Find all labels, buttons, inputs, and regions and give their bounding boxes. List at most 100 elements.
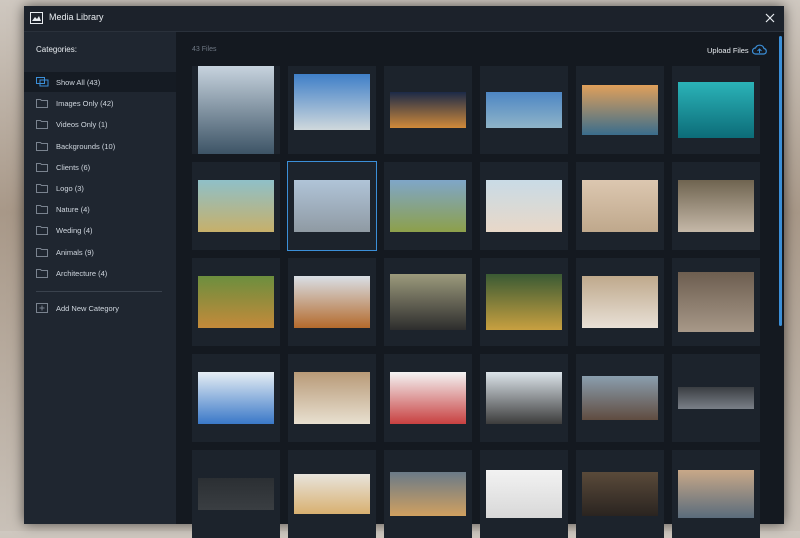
category-item[interactable]: Show All (43) xyxy=(24,72,176,92)
thumbnail xyxy=(294,276,370,328)
thumbnail xyxy=(294,74,370,130)
media-tile[interactable] xyxy=(287,161,377,251)
folder-icon xyxy=(36,205,48,215)
category-label: Nature (4) xyxy=(56,205,90,215)
category-label: Show All (43) xyxy=(56,78,101,87)
add-category-label: Add New Category xyxy=(56,304,119,313)
thumbnail xyxy=(198,372,274,424)
categories-heading: Categories: xyxy=(36,45,77,54)
thumbnail xyxy=(582,85,658,135)
media-tile[interactable] xyxy=(288,258,376,346)
add-category-button[interactable]: Add New Category xyxy=(24,298,176,318)
thumbnail xyxy=(582,276,658,328)
close-button[interactable] xyxy=(765,13,775,23)
scrollbar[interactable] xyxy=(779,36,782,326)
thumbnail xyxy=(198,180,274,232)
thumbnail xyxy=(390,92,466,128)
media-tile[interactable] xyxy=(576,66,664,154)
modal-title: Media Library xyxy=(49,12,104,22)
sidebar: Categories: Show All (43) Images Only (42… xyxy=(24,32,176,524)
thumbnail xyxy=(294,372,370,424)
thumbnail xyxy=(198,276,274,328)
media-tile[interactable] xyxy=(672,258,760,346)
media-library-modal: Media Library Categories: Show All (43) I… xyxy=(24,6,784,538)
category-item[interactable]: Nature (4) xyxy=(24,199,176,219)
media-tile[interactable] xyxy=(672,354,760,442)
category-item[interactable]: Weding (4) xyxy=(24,220,176,240)
thumbnail xyxy=(390,274,466,330)
media-tile[interactable] xyxy=(480,66,568,154)
media-tile[interactable] xyxy=(192,354,280,442)
category-item[interactable]: Clients (6) xyxy=(24,157,176,177)
file-count: 43 Files xyxy=(192,46,217,53)
category-label: Weding (4) xyxy=(56,226,93,236)
thumbnail xyxy=(582,180,658,232)
add-icon xyxy=(36,303,48,313)
media-tile[interactable] xyxy=(384,162,472,250)
upload-icon[interactable] xyxy=(752,44,767,55)
media-tile[interactable] xyxy=(576,450,664,538)
thumbnail xyxy=(294,180,370,232)
media-tile[interactable] xyxy=(192,162,280,250)
media-tile[interactable] xyxy=(384,450,472,538)
library-icon xyxy=(30,12,43,24)
media-tile[interactable] xyxy=(384,66,472,154)
category-label: Backgrounds (10) xyxy=(56,141,116,151)
media-tile[interactable] xyxy=(384,354,472,442)
media-tile[interactable] xyxy=(480,162,568,250)
thumbnail xyxy=(486,92,562,128)
folder-icon xyxy=(36,247,48,257)
thumbnail xyxy=(486,180,562,232)
media-tile[interactable] xyxy=(672,450,760,538)
thumbnail xyxy=(678,272,754,332)
category-item[interactable]: Logo (3) xyxy=(24,178,176,198)
thumbnail xyxy=(294,474,370,514)
upload-button[interactable]: Upload Files xyxy=(707,46,749,55)
media-tile[interactable] xyxy=(480,450,568,538)
media-tile[interactable] xyxy=(288,66,376,154)
thumbnail xyxy=(198,478,274,510)
folder-icon xyxy=(36,268,48,278)
category-item[interactable]: Animals (9) xyxy=(24,242,176,262)
folder-icon xyxy=(36,120,48,130)
category-item[interactable]: Backgrounds (10) xyxy=(24,136,176,156)
divider xyxy=(36,291,162,292)
thumbnail xyxy=(390,372,466,424)
media-tile[interactable] xyxy=(672,162,760,250)
media-tile[interactable] xyxy=(192,450,280,538)
category-item[interactable]: Architecture (4) xyxy=(24,263,176,283)
thumbnail xyxy=(678,82,754,138)
category-label: Architecture (4) xyxy=(56,268,108,278)
thumbnail xyxy=(390,472,466,516)
media-tile[interactable] xyxy=(576,162,664,250)
media-tile[interactable] xyxy=(288,450,376,538)
media-tile[interactable] xyxy=(384,258,472,346)
folder-icon xyxy=(36,226,48,236)
media-tile[interactable] xyxy=(576,354,664,442)
media-tile[interactable] xyxy=(480,258,568,346)
thumbnail xyxy=(678,470,754,518)
folder-icon xyxy=(36,99,48,109)
thumbnail xyxy=(582,376,658,420)
category-item[interactable]: Videos Only (1) xyxy=(24,114,176,134)
media-tile[interactable] xyxy=(480,354,568,442)
thumbnail xyxy=(678,387,754,409)
category-label: Images Only (42) xyxy=(56,99,114,109)
folder-icon xyxy=(36,162,48,172)
category-item[interactable]: Images Only (42) xyxy=(24,93,176,113)
thumbnail xyxy=(486,274,562,330)
category-label: Videos Only (1) xyxy=(56,120,108,130)
media-tile[interactable] xyxy=(192,258,280,346)
media-tile[interactable] xyxy=(576,258,664,346)
media-tile[interactable] xyxy=(672,66,760,154)
media-tile[interactable] xyxy=(288,354,376,442)
thumbnail xyxy=(678,180,754,232)
show-all-icon xyxy=(36,77,49,87)
category-label: Animals (9) xyxy=(56,247,94,257)
thumbnail xyxy=(198,66,274,154)
thumbnail xyxy=(390,180,466,232)
media-tile[interactable] xyxy=(192,66,280,154)
thumbnail xyxy=(486,372,562,424)
folder-icon xyxy=(36,184,48,193)
